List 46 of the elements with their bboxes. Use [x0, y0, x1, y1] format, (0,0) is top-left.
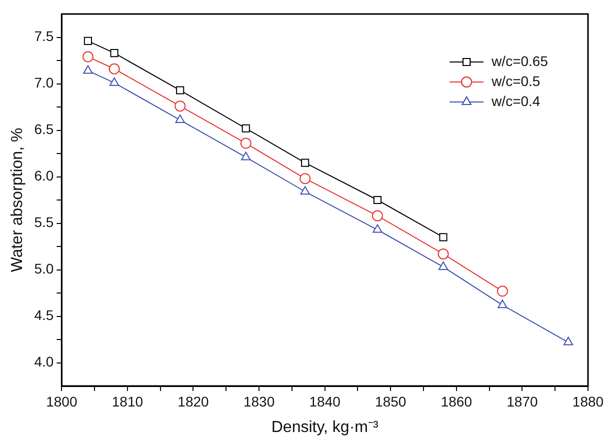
y-tick-label: 7.5 [34, 28, 54, 44]
point [496, 286, 508, 297]
point [300, 186, 310, 195]
point [438, 261, 448, 270]
point [82, 51, 94, 62]
point [300, 173, 311, 184]
y-tick-label: 5.5 [34, 214, 54, 230]
point [563, 336, 574, 346]
x-tick-label: 1820 [178, 393, 210, 410]
x-tick-label: 1800 [46, 393, 78, 410]
point [439, 233, 448, 242]
y-tick-label: 4.5 [34, 307, 54, 324]
point [84, 36, 92, 46]
point [83, 65, 93, 74]
point [372, 224, 382, 233]
point [241, 152, 251, 160]
point [438, 248, 449, 260]
point [110, 49, 118, 58]
y-tick-label: 7.0 [34, 74, 54, 91]
x-tick-label: 1810 [112, 393, 144, 410]
x-tick-label: 1840 [309, 393, 341, 410]
point [108, 63, 120, 74]
legend-label: w/c=0.4 [490, 92, 540, 109]
x-axis-title: Density, kg·m⁻³ [271, 418, 379, 436]
point [109, 77, 120, 86]
legend-label: w/c=0.65 [490, 52, 548, 69]
point [242, 124, 250, 132]
y-tick-label: 6.0 [34, 168, 54, 184]
point [373, 196, 382, 204]
y-tick-label: 5.0 [34, 260, 54, 277]
point [372, 210, 383, 222]
x-tick-label: 1870 [506, 393, 538, 410]
x-tick-label: 1860 [440, 393, 472, 410]
x-tick-label: 1880 [572, 393, 604, 410]
y-tick-label: 6.5 [34, 121, 54, 138]
y-axis-title: Water absorption, % [9, 128, 26, 272]
point [498, 300, 508, 308]
legend-label: w/c=0.5 [490, 72, 540, 89]
point [240, 138, 252, 149]
y-tick-label: 4.0 [34, 354, 54, 370]
x-tick-label: 1830 [243, 393, 275, 410]
x-tick-label: 1850 [375, 393, 406, 410]
point [176, 86, 184, 94]
point [175, 114, 185, 124]
point [301, 158, 310, 167]
point [174, 100, 186, 112]
